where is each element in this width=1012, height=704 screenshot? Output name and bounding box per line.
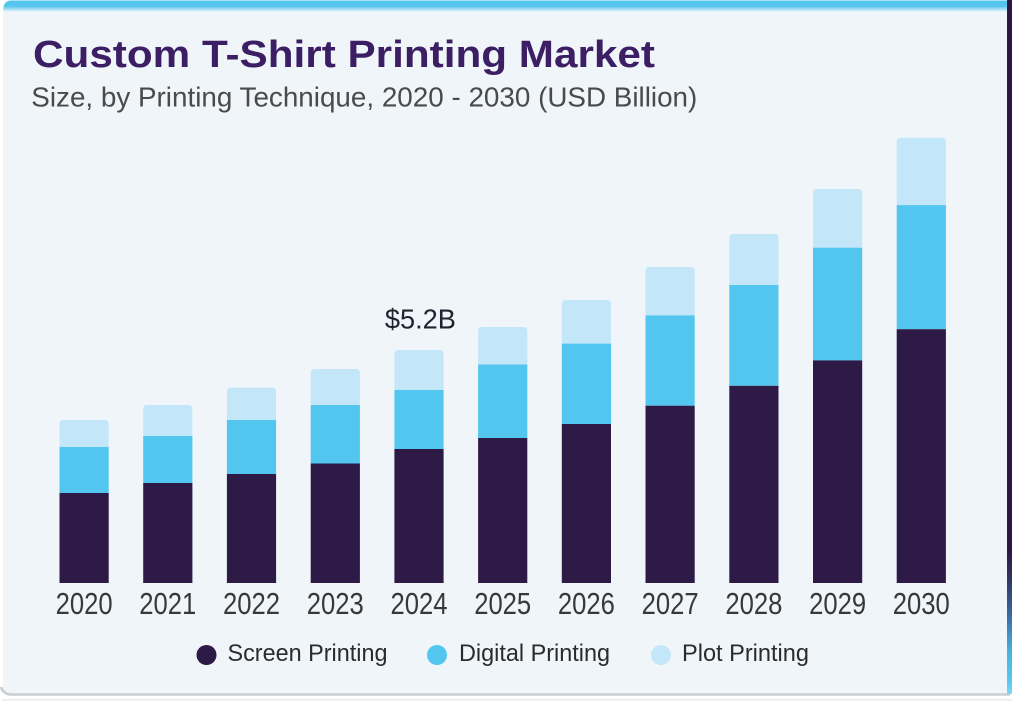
svg-text:2022: 2022 xyxy=(223,587,280,621)
svg-text:Digital Printing: Digital Printing xyxy=(459,640,610,667)
svg-text:2020: 2020 xyxy=(56,587,113,621)
svg-text:Custom T-Shirt Printing Market: Custom T-Shirt Printing Market xyxy=(33,34,655,76)
svg-text:2024: 2024 xyxy=(391,587,448,621)
svg-text:2025: 2025 xyxy=(474,587,531,621)
svg-text:2023: 2023 xyxy=(307,587,364,621)
svg-text:Screen Printing: Screen Printing xyxy=(228,640,388,667)
svg-text:2027: 2027 xyxy=(642,587,699,621)
svg-text:2021: 2021 xyxy=(139,587,196,621)
svg-text:$5.2B: $5.2B xyxy=(385,303,456,334)
svg-text:2026: 2026 xyxy=(558,587,615,621)
svg-text:2028: 2028 xyxy=(725,587,782,621)
svg-text:2030: 2030 xyxy=(893,587,950,621)
svg-text:Size, by Printing Technique, 2: Size, by Printing Technique, 2020 - 2030… xyxy=(31,82,697,113)
svg-text:Plot Printing: Plot Printing xyxy=(682,640,809,667)
svg-text:2029: 2029 xyxy=(809,587,866,621)
